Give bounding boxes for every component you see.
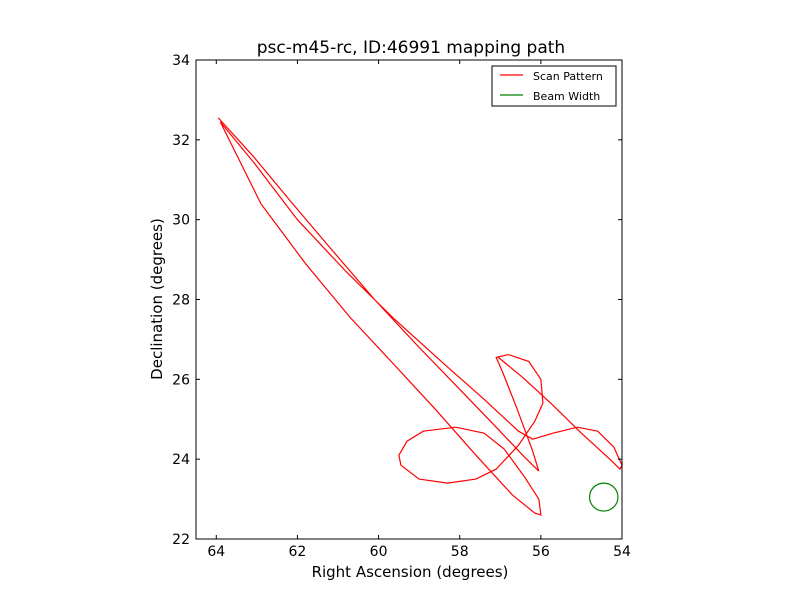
legend-box [491,65,617,107]
x-tick-label: 54 [613,544,631,560]
chart-title: psc-m45-rc, ID:46991 mapping path [257,38,565,58]
y-tick-label: 24 [172,452,190,468]
plot-area [217,117,622,516]
series-scan-pattern [217,117,622,516]
series-beam-width [588,482,619,512]
x-tick-label: 62 [289,544,307,560]
y-axis-label: Declination (degrees) [148,218,166,380]
legend-label-scan-pattern: Scan Pattern [533,70,603,83]
x-tick-label: 56 [532,544,550,560]
plot-frame [195,59,623,540]
y-tick-label: 26 [172,372,190,388]
legend-label-beam-width: Beam Width [533,90,600,103]
legend: Scan Pattern Beam Width [491,65,617,107]
y-tick-label: 28 [172,293,190,309]
axis-ticks: 64 62 60 58 56 54 22 24 26 28 30 32 34 [172,53,631,560]
y-tick-label: 30 [172,213,190,229]
y-tick-label: 32 [172,133,190,149]
y-tick-label: 34 [172,53,190,69]
y-tick-label: 22 [172,532,190,548]
x-tick-label: 64 [207,544,225,560]
x-tick-label: 60 [370,544,388,560]
x-tick-label: 58 [451,544,469,560]
x-axis-label: Right Ascension (degrees) [312,563,509,581]
